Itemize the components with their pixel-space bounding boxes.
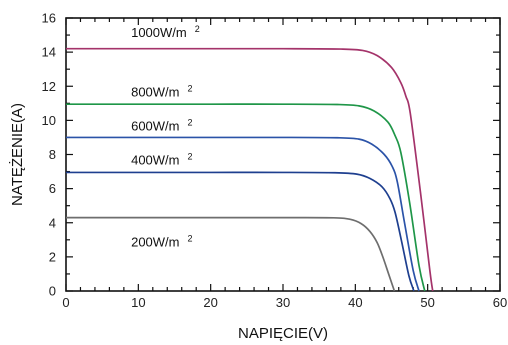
x-tick-label: 0 (62, 295, 69, 310)
series-line-0 (66, 47, 434, 292)
series-label-sup-2: 2 (188, 118, 193, 128)
y-tick-label: 0 (49, 284, 56, 299)
x-tick-label: 30 (276, 295, 290, 310)
y-tick-label: 12 (42, 79, 56, 94)
x-axis-title: NAPIĘCIE(V) (238, 325, 328, 342)
series-label-1: 800W/m (131, 84, 179, 99)
x-tick-label: 10 (131, 295, 145, 310)
series-label-4: 200W/m (131, 235, 179, 250)
x-tick-label: 20 (203, 295, 217, 310)
series-label-2: 600W/m (131, 119, 179, 134)
series-label-sup-0: 2 (195, 24, 200, 34)
y-tick-label: 6 (49, 181, 56, 196)
series-label-sup-3: 2 (188, 152, 193, 162)
series-label-sup-1: 2 (188, 83, 193, 93)
series-label-3: 400W/m (131, 153, 179, 168)
y-tick-label: 10 (42, 113, 56, 128)
series-labels: 1000W/m 2 800W/m 2 600W/m 2 400W/m 2 200W/m 2 (131, 24, 200, 250)
x-tick-label: 60 (493, 295, 507, 310)
series-label-sup-4: 2 (188, 234, 193, 244)
series-line-2 (65, 136, 420, 292)
series-layer (65, 47, 434, 292)
axes: 0 2 4 6 8 10 12 14 16 0 10 20 30 40 50 60 (42, 11, 508, 311)
y-tick-label: 8 (49, 147, 56, 162)
y-tick-label: 4 (49, 215, 56, 230)
x-tick-label: 40 (348, 295, 362, 310)
y-tick-label: 16 (42, 11, 56, 26)
series-line-4 (66, 216, 396, 292)
series-line-1 (66, 103, 426, 292)
y-axis-title: NATĘŻENIE(A) (8, 103, 26, 206)
y-tick-label: 14 (42, 45, 56, 60)
x-tick-label: 50 (420, 295, 434, 310)
y-tick-label: 2 (49, 249, 56, 264)
series-line-3 (65, 171, 415, 292)
series-label-0: 1000W/m (131, 25, 187, 40)
